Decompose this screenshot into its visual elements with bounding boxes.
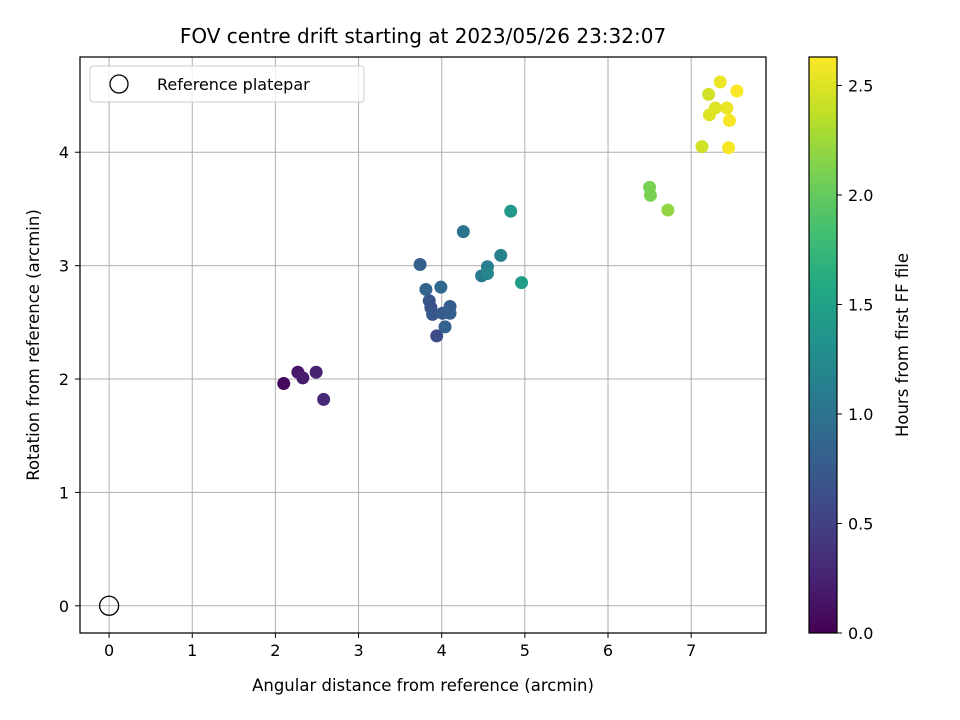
data-point <box>426 307 440 321</box>
data-point <box>419 282 433 296</box>
x-axis-ticks: 0 1 2 3 4 5 6 7 <box>104 633 696 660</box>
x-tick-label: 0 <box>104 641 114 660</box>
y-axis-label: Rotation from reference (arcmin) <box>24 209 43 481</box>
data-point <box>443 306 457 320</box>
data-point <box>504 204 518 218</box>
x-tick-label: 1 <box>187 641 197 660</box>
chart-title: FOV centre drift starting at 2023/05/26 … <box>180 24 666 48</box>
data-points <box>277 75 744 406</box>
data-point <box>309 365 323 379</box>
colorbar-tick-label: 0.5 <box>848 514 873 533</box>
legend-box <box>89 65 365 103</box>
legend-marker-icon <box>109 74 129 94</box>
data-point <box>695 140 709 154</box>
reference-point <box>98 595 120 616</box>
y-tick-label: 1 <box>59 483 69 502</box>
y-tick-label: 2 <box>59 370 69 389</box>
x-tick-label: 7 <box>686 641 696 660</box>
x-axis-label: Angular distance from reference (arcmin) <box>252 676 594 695</box>
colorbar-tick-label: 2.0 <box>848 186 873 205</box>
x-tick-label: 4 <box>437 641 447 660</box>
y-tick-label: 0 <box>59 597 69 616</box>
colorbar-tick-label: 1.0 <box>848 405 873 424</box>
data-point <box>480 267 494 281</box>
grid <box>80 57 766 633</box>
colorbar-label: Hours from first FF file <box>893 253 912 437</box>
data-point <box>722 113 736 127</box>
y-axis-ticks: 0 1 2 3 4 <box>59 143 80 616</box>
data-point <box>708 101 722 115</box>
reference-point-marker <box>98 595 120 616</box>
data-point <box>434 280 448 294</box>
data-point <box>413 257 427 271</box>
data-point <box>722 141 736 155</box>
legend: Reference platepar <box>89 65 365 103</box>
data-point <box>643 188 657 202</box>
data-point <box>438 320 452 334</box>
data-point <box>296 371 310 385</box>
data-point <box>702 87 716 101</box>
colorbar-tick-label: 0.0 <box>848 624 873 643</box>
data-point <box>730 84 744 98</box>
colorbar-ticks: 0.0 0.5 1.0 1.5 2.0 2.5 <box>837 76 873 643</box>
x-tick-label: 2 <box>270 641 280 660</box>
data-point <box>494 248 508 262</box>
colorbar: 0.0 0.5 1.0 1.5 2.0 2.5 Hours from first FF f… <box>808 56 912 643</box>
data-point <box>713 75 727 89</box>
legend-label: Reference platepar <box>157 75 310 94</box>
colorbar-gradient <box>808 56 838 634</box>
colorbar-tick-label: 2.5 <box>848 76 873 95</box>
data-point <box>720 101 734 115</box>
data-point <box>430 329 444 343</box>
x-tick-label: 5 <box>520 641 530 660</box>
x-tick-label: 3 <box>353 641 363 660</box>
data-point <box>456 225 470 239</box>
data-point <box>277 377 291 391</box>
colorbar-tick-label: 1.5 <box>848 295 873 314</box>
y-tick-label: 3 <box>59 257 69 276</box>
x-tick-label: 6 <box>603 641 613 660</box>
data-point <box>661 203 675 217</box>
y-tick-label: 4 <box>59 143 69 162</box>
data-point <box>317 392 331 406</box>
plot-frame <box>79 56 767 634</box>
data-point <box>515 276 529 290</box>
